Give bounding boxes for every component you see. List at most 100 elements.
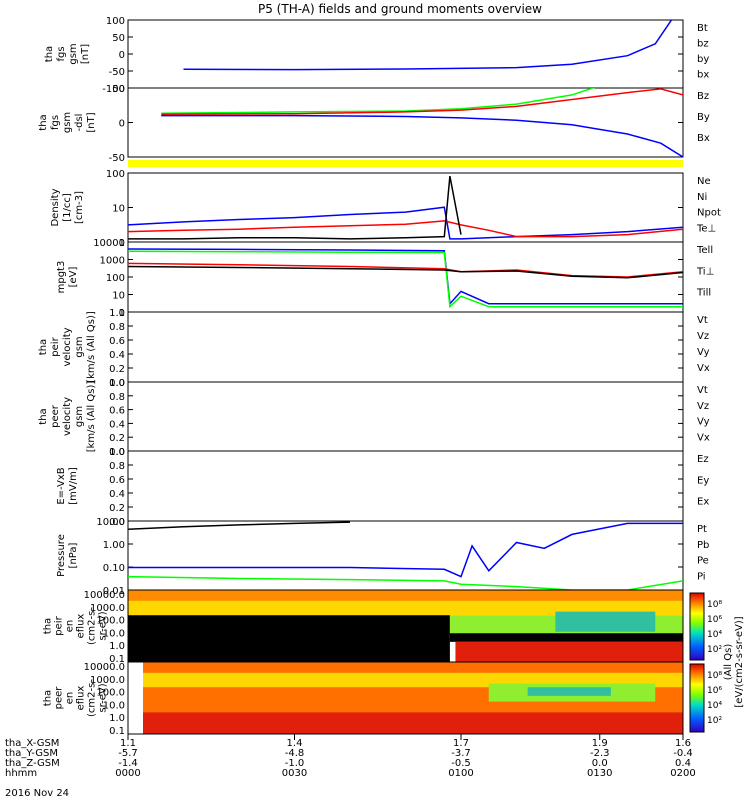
panel-frame-fgs xyxy=(127,19,684,89)
spec-tick-label: 10000.0 xyxy=(84,590,125,601)
spec-tick-label: 1000.0 xyxy=(90,675,125,686)
y-tick-label: 0 xyxy=(119,119,125,130)
footer-date: 2016 Nov 24 xyxy=(5,788,69,799)
spec-band-top xyxy=(128,590,683,601)
y-tick-label: 1 xyxy=(119,308,125,319)
spec-band-red xyxy=(143,712,683,734)
y-tick-label: 1.0 xyxy=(109,378,125,389)
x-row-label: tha_Z-GSM xyxy=(5,758,60,769)
spec-tick-label: 1.0 xyxy=(109,641,125,652)
series-line-By xyxy=(161,88,596,115)
y-tick-label: 10 xyxy=(112,291,125,302)
x-tick-value: 0030 xyxy=(282,768,307,779)
chart-title: P5 (TH-A) fields and ground moments over… xyxy=(258,2,542,16)
x-tick-value: 1.9 xyxy=(592,738,608,749)
legend-label: Vy xyxy=(697,417,710,428)
spec-frame xyxy=(127,661,684,735)
x-tick-value: 0130 xyxy=(587,768,612,779)
y-axis-label: [km/s (All Qs)] xyxy=(86,311,97,383)
legend-label: Till xyxy=(696,288,711,299)
spec-axis-label: tha xyxy=(43,690,54,706)
spec-tick-label: 1.0 xyxy=(109,713,125,724)
series-line-Ni xyxy=(128,175,462,240)
series-line-Bz xyxy=(161,88,683,115)
x-row-label: tha_Y-GSM xyxy=(5,748,58,759)
yellow-status-bar xyxy=(128,160,683,167)
colorbar-tick: 10² xyxy=(707,645,722,655)
y-axis-label: E=-VxB xyxy=(56,467,67,504)
spec-tick-label: 100.0 xyxy=(96,688,125,699)
y-tick-label: -50 xyxy=(109,67,125,78)
legend-label: Ni xyxy=(697,192,707,203)
y-tick-label: 0.6 xyxy=(109,475,125,486)
series-line-Npot xyxy=(128,206,683,240)
x-tick-value: -5.7 xyxy=(118,748,138,759)
spec-axis-label: peer xyxy=(54,686,65,710)
spec-axis-label: sr-eV) xyxy=(98,683,109,712)
y-tick-label: 0.0 xyxy=(109,447,125,458)
y-tick-label: 0.0 xyxy=(109,517,125,528)
y-tick-label: 100 xyxy=(106,16,125,27)
legend-label: Bz xyxy=(697,91,709,102)
y-axis-label: [nPa] xyxy=(68,542,79,568)
colorbar-tick: 10² xyxy=(707,716,722,726)
y-axis-label: [nT] xyxy=(80,44,91,64)
x-tick-value: -3.7 xyxy=(451,748,471,759)
series-line-Pt xyxy=(128,521,351,530)
legend-label: Ex xyxy=(697,497,709,508)
spectrogram-peir_en xyxy=(127,589,684,663)
spec-axis-label: en xyxy=(65,620,76,633)
y-axis-label: [km/s (All Qs)] xyxy=(86,381,97,453)
spec-band-gap xyxy=(449,633,683,642)
y-tick-label: 50 xyxy=(112,33,125,44)
spec-tick-label: 10.0 xyxy=(103,628,125,639)
x-tick-value: -4.8 xyxy=(285,748,305,759)
y-tick-label: -100 xyxy=(102,84,125,95)
x-tick-value: -1.0 xyxy=(285,758,305,769)
legend-label: Te⊥ xyxy=(696,223,716,234)
spec-tick-label: 0.1 xyxy=(109,654,125,665)
colorbar-label: [eV/(cm2-s-sr-eV)] xyxy=(734,616,745,707)
y-axis-label: tha xyxy=(38,339,49,355)
y-tick-label: 0.2 xyxy=(109,364,125,375)
legend-label: Npot xyxy=(697,208,721,219)
y-axis-label: [nT] xyxy=(86,112,97,132)
colorbar-tick: 10⁴ xyxy=(707,630,722,640)
y-axis-label: velocity xyxy=(62,397,73,436)
y-axis-label: [cm-3] xyxy=(74,191,85,224)
spec-axis-label: en xyxy=(65,692,76,705)
legend-label: Ez xyxy=(697,454,709,465)
y-tick-label: 10 xyxy=(112,204,125,215)
x-tick-value: -2.3 xyxy=(590,748,610,759)
spec-axis-label: (cm2-s- xyxy=(87,607,98,645)
spec-tick-label: 0.1 xyxy=(109,726,125,737)
y-tick-label: 0.6 xyxy=(109,406,125,417)
y-tick-label: 10.00 xyxy=(96,517,125,528)
y-axis-label: tha xyxy=(38,114,49,130)
spec-axis-label: tha xyxy=(43,618,54,634)
y-axis-label: gsm xyxy=(62,112,73,133)
x-tick-value: 0.0 xyxy=(592,758,608,769)
y-axis-label: -dsl xyxy=(74,114,85,132)
panel-frame-fgs_dsl xyxy=(127,87,684,158)
x-tick-value: 1.4 xyxy=(287,738,303,749)
colorbar-0 xyxy=(689,592,705,661)
y-axis-label: [1/cc] xyxy=(62,193,73,222)
y-tick-label: 50 xyxy=(112,84,125,95)
series-line-Till xyxy=(128,250,683,309)
y-axis-label: [eV] xyxy=(68,267,79,288)
spec-band-cyan xyxy=(527,687,611,696)
y-tick-label: 100 xyxy=(106,169,125,180)
y-tick-label: 0.8 xyxy=(109,461,125,472)
spec-tick-label: 1000.0 xyxy=(90,603,125,614)
y-axis-label: fgs xyxy=(56,46,67,61)
colorbar-1 xyxy=(689,663,705,733)
y-tick-label: 0.8 xyxy=(109,392,125,403)
x-tick-value: 0.4 xyxy=(675,758,691,769)
series-line-Tell xyxy=(128,265,683,279)
spec-band-cyan xyxy=(555,611,656,632)
legend-label: Pb xyxy=(697,540,709,551)
legend-label: Vx xyxy=(697,363,710,374)
y-axis-label: mpgt3 xyxy=(56,261,67,294)
legend-label: Pt xyxy=(697,524,707,535)
